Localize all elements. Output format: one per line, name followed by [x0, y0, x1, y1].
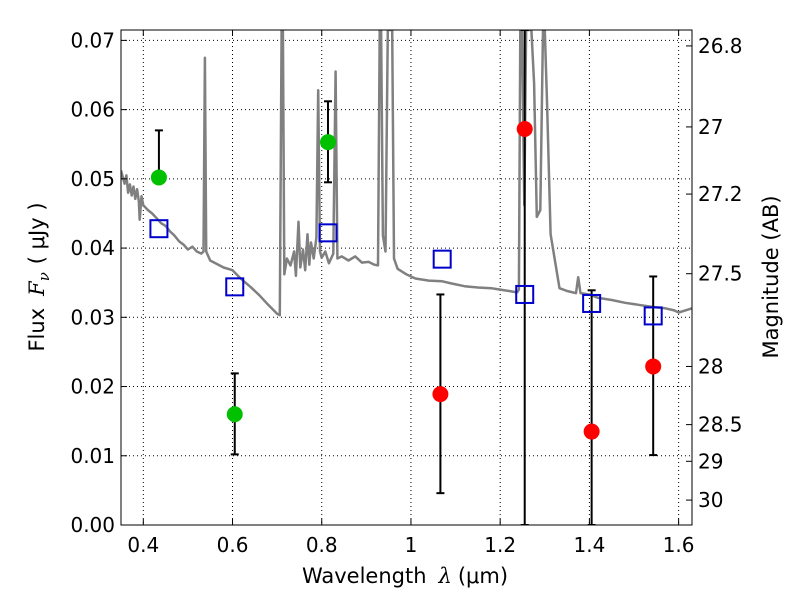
grid-lines	[121, 30, 692, 526]
y-tick-label-3: 0.03	[70, 305, 115, 329]
data-markers-layer	[149, 121, 663, 440]
data-point-s1-p2	[583, 423, 600, 440]
y2-tick-label-7: 30	[698, 488, 723, 512]
error-bars-layer	[154, 30, 658, 525]
data-point-s1-p1	[516, 121, 533, 137]
y2-axis-label: Magnitude (AB)	[759, 195, 783, 358]
y2-tick-label-0: 26.8	[698, 34, 743, 58]
model-square-s2-p0	[149, 219, 169, 239]
x-tick-label-6: 1.6	[663, 533, 695, 557]
y-axis-label: FluxFν( μJy )	[25, 202, 53, 351]
y2-tick-label-4: 28	[698, 354, 723, 378]
model-square-s2-p2	[318, 223, 338, 243]
model-square-s2-p5	[582, 293, 602, 313]
y2-tick-label-3: 27.5	[698, 262, 743, 286]
model-spectrum-layer	[121, 30, 692, 317]
y-tick-label-1: 0.01	[70, 444, 115, 468]
model-square-s2-p3	[432, 249, 452, 269]
model-square-s2-p4	[515, 284, 535, 304]
data-point-s0-p1	[226, 406, 243, 423]
y2-tick-label-2: 27.2	[698, 182, 743, 206]
y2-tick-label-1: 27	[698, 115, 723, 139]
x-tick-label-3: 1	[405, 533, 418, 557]
y-tick-label-0: 0.00	[70, 513, 115, 537]
x-tick-label-1: 0.6	[217, 533, 249, 557]
y-tick-label-2: 0.02	[70, 375, 115, 399]
plot-frame	[120, 29, 693, 526]
y2-tick-label-6: 29	[698, 449, 723, 473]
y-tick-label-7: 0.07	[70, 28, 115, 52]
x-axis-label: Wavelength λ (μm)	[302, 564, 508, 588]
data-point-s0-p2	[319, 134, 336, 151]
model-spectrum-line	[121, 30, 692, 317]
x-tick-label-5: 1.4	[573, 533, 605, 557]
data-point-s0-p0	[150, 169, 167, 186]
x-tick-label-2: 0.8	[306, 533, 338, 557]
model-square-s2-p6	[643, 306, 663, 326]
y-tick-label-4: 0.04	[70, 236, 115, 260]
model-square-s2-p1	[225, 277, 245, 297]
x-tick-label-0: 0.4	[127, 533, 159, 557]
y2-tick-label-5: 28.5	[698, 413, 743, 437]
y-tick-label-5: 0.05	[70, 167, 115, 191]
x-tick-label-4: 1.2	[484, 533, 516, 557]
axis-ticks: 0.4 0.6 0.8 1 1.2 1.4 1.6 0.00 0.01 0.02 0.03 0.04 0…	[70, 28, 742, 557]
data-point-s1-p3	[645, 358, 662, 375]
data-point-s1-p0	[432, 386, 449, 403]
y-tick-label-6: 0.06	[70, 98, 115, 122]
